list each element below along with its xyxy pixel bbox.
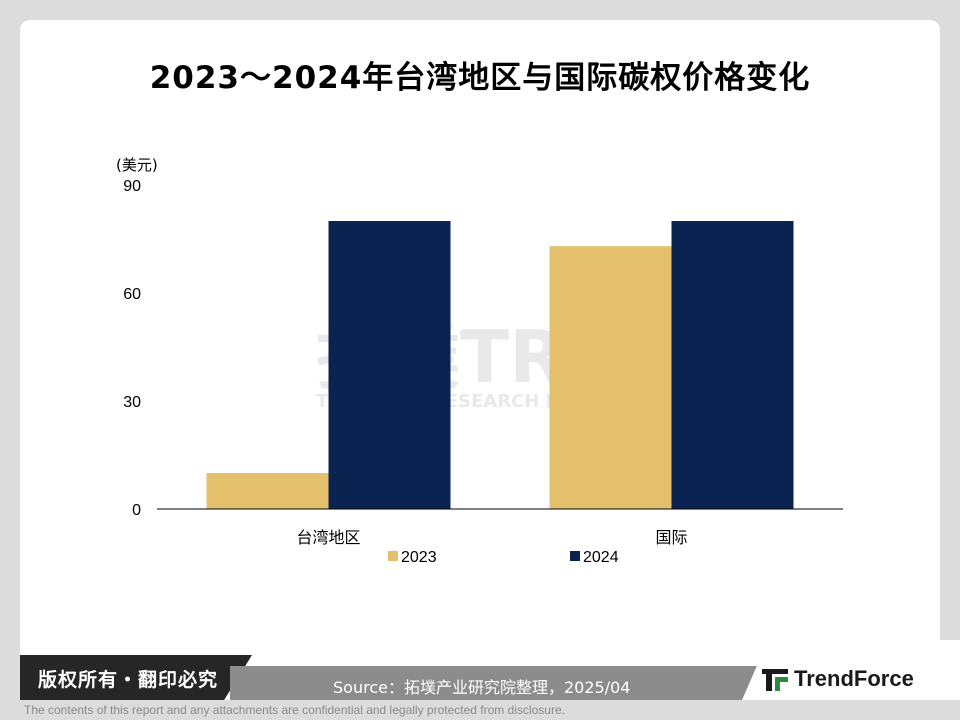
copyright-banner: 版权所有・翻印必究 xyxy=(20,655,252,700)
x-category-label: 国际 xyxy=(655,528,687,547)
legend-label-2023: 2023 xyxy=(401,549,437,566)
bar-2023-0 xyxy=(206,473,329,509)
y-unit-label: (美元) xyxy=(116,156,158,174)
y-tick-label: 30 xyxy=(123,394,141,411)
legend: 2023 2024 xyxy=(388,549,619,566)
bar-2023-1 xyxy=(549,246,672,509)
bar-2024-1 xyxy=(671,221,794,509)
category-labels: 台湾地区 国际 xyxy=(296,528,687,547)
bar-2024-0 xyxy=(328,221,451,509)
legend-swatch-2023 xyxy=(388,551,398,561)
bars xyxy=(206,221,794,509)
source-banner: Source：拓墣产业研究院整理，2025/04 xyxy=(230,666,770,700)
y-ticks: 0 30 60 90 xyxy=(123,178,141,519)
brand-name: TrendForce xyxy=(794,666,914,691)
y-tick-label: 90 xyxy=(123,178,141,195)
source-text: Source：拓墣产业研究院整理，2025/04 xyxy=(333,678,631,697)
y-tick-label: 60 xyxy=(123,286,141,303)
legend-label-2024: 2024 xyxy=(583,549,619,566)
chart-title: 2023～2024年台湾地区与国际碳权价格变化 xyxy=(149,60,811,96)
y-tick-label: 0 xyxy=(132,502,141,519)
legend-swatch-2024 xyxy=(570,551,580,561)
trendforce-logo-icon xyxy=(762,669,788,691)
copyright-text: 版权所有・翻印必究 xyxy=(38,669,219,691)
x-category-label: 台湾地区 xyxy=(296,528,360,547)
disclaimer-text: The contents of this report and any atta… xyxy=(24,703,565,717)
